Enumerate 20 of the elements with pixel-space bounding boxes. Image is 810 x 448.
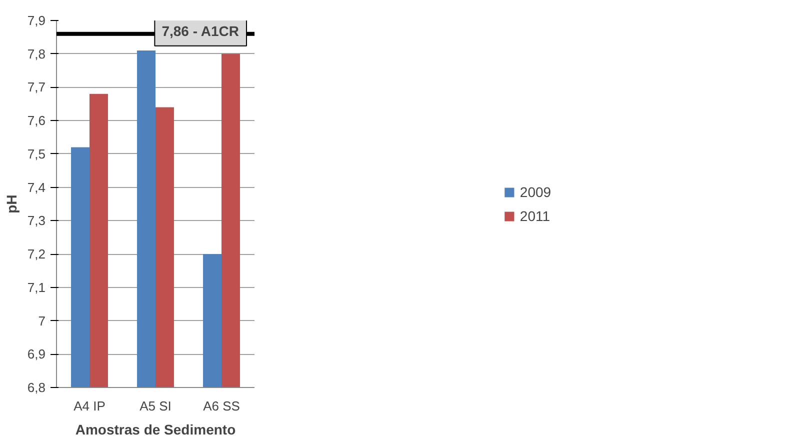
y-tick-label: 6,9 — [27, 346, 46, 362]
x-tick-label: A4 IP — [74, 398, 106, 414]
y-tick-label: 7,8 — [27, 46, 46, 62]
x-axis-title: Amostras de Sedimento — [75, 422, 236, 438]
x-tick-label: A5 SI — [140, 398, 172, 414]
legend-label: 2011 — [520, 208, 550, 224]
y-tick-label: 7,7 — [27, 80, 46, 95]
y-tick-label: 7,5 — [27, 146, 46, 162]
y-tick-label: 7,3 — [27, 213, 46, 228]
y-axis-title: pH — [3, 194, 20, 214]
y-tick-label: 7,9 — [27, 13, 46, 28]
x-tick-label: A6 SS — [203, 398, 240, 414]
y-tick-label: 7,4 — [27, 180, 46, 195]
y-tick-label: 6,8 — [27, 380, 46, 395]
ref-line-label: 7,86 - A1CR — [162, 22, 239, 39]
y-tick-label: 7 — [38, 313, 46, 328]
legend-label: 2009 — [520, 184, 552, 200]
y-tick-label: 7,6 — [27, 113, 46, 128]
y-tick-label: 7,1 — [27, 280, 46, 295]
y-tick-label: 7,2 — [27, 246, 46, 262]
